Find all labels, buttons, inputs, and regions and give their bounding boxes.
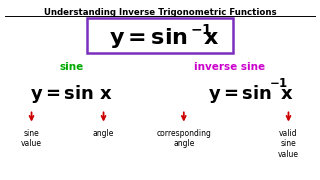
Text: $\mathbf{x}$: $\mathbf{x}$: [280, 86, 293, 104]
Text: corresponding
angle: corresponding angle: [156, 129, 211, 148]
Text: $\mathbf{y = sin}$: $\mathbf{y = sin}$: [109, 26, 188, 50]
Text: $\mathbf{y = sin}$: $\mathbf{y = sin}$: [208, 84, 272, 105]
Text: $\mathbf{-1}$: $\mathbf{-1}$: [190, 23, 212, 37]
Text: angle: angle: [93, 129, 114, 138]
FancyBboxPatch shape: [87, 18, 233, 53]
Text: $\mathbf{y = sin\ x}$: $\mathbf{y = sin\ x}$: [30, 84, 113, 105]
Text: $\mathbf{x}$: $\mathbf{x}$: [203, 28, 219, 48]
Text: sine
value: sine value: [21, 129, 42, 148]
Text: $\mathbf{-1}$: $\mathbf{-1}$: [269, 77, 289, 90]
Text: sine: sine: [59, 62, 83, 72]
Text: valid
sine
value: valid sine value: [278, 129, 299, 159]
Text: Understanding Inverse Trigonometric Functions: Understanding Inverse Trigonometric Func…: [44, 8, 276, 17]
Text: inverse sine: inverse sine: [194, 62, 265, 72]
